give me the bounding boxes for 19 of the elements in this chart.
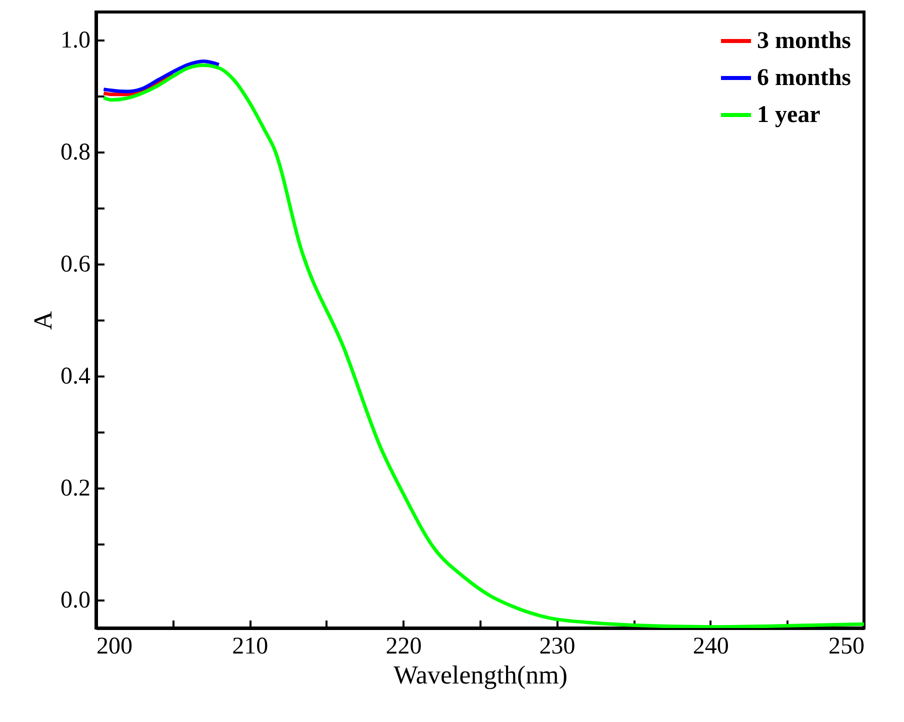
x-tick-label: 230: [539, 634, 576, 660]
y-tick-label: 0.8: [60, 140, 90, 166]
legend-label: 3 months: [757, 28, 852, 54]
x-tick-label: 200: [96, 634, 132, 660]
x-tick-label: 210: [232, 634, 268, 660]
y-tick-label: 0.2: [60, 476, 90, 502]
y-tick-label: 1.0: [60, 28, 90, 54]
x-tick-label: 240: [692, 634, 729, 660]
y-tick-label: 0.4: [60, 364, 90, 390]
y-axis-title: A: [28, 310, 58, 330]
x-tick-label: 220: [386, 634, 422, 660]
x-tick-label: 250: [828, 634, 864, 660]
line-series: [102, 63, 864, 628]
x-axis-title: Wavelength(nm): [393, 660, 568, 690]
y-tick-label: 0.0: [60, 588, 90, 614]
legend-label: 1 year: [757, 102, 821, 128]
line-series: [102, 60, 221, 94]
y-tick-label: 0.6: [60, 252, 90, 278]
legend-label: 6 months: [757, 65, 852, 91]
